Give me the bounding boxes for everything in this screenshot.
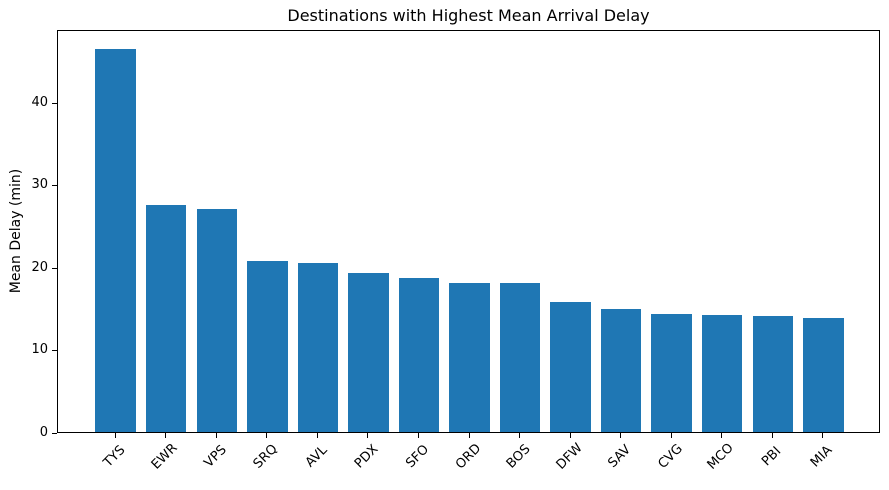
xtick-mark-srq (266, 433, 268, 438)
bar-mco (702, 314, 743, 432)
xtick-label-pdx: PDX (352, 441, 382, 472)
xtick-mark-ewr (165, 433, 167, 438)
xtick-label-dfw: DFW (553, 440, 586, 473)
bar-pdx (348, 272, 389, 432)
bar-dfw (550, 301, 591, 432)
xtick-label-vps: VPS (201, 442, 230, 471)
xtick-mark-cvg (670, 433, 672, 438)
bar-cvg (651, 313, 692, 432)
xtick-label-pbi: PBI (758, 444, 785, 470)
xtick-mark-dfw (569, 433, 571, 438)
ytick-mark-10 (52, 350, 57, 352)
xtick-mark-mia (822, 433, 824, 438)
xtick-label-avl: AVL (302, 442, 331, 471)
ytick-mark-40 (52, 102, 57, 104)
xtick-mark-sav (620, 433, 622, 438)
xtick-mark-bos (519, 433, 521, 438)
xtick-label-srq: SRQ (250, 441, 281, 472)
ytick-label-0: 0 (39, 425, 48, 440)
xtick-mark-avl (316, 433, 318, 438)
xtick-mark-ord (468, 433, 470, 438)
xtick-label-sav: SAV (605, 442, 635, 471)
bar-sfo (398, 278, 440, 432)
bar-ord (449, 283, 490, 432)
xtick-label-tys: TYS (100, 442, 129, 471)
xtick-mark-pbi (771, 433, 773, 438)
xtick-label-mia: MIA (808, 442, 836, 471)
xtick-mark-mco (721, 433, 723, 438)
chart-title: Destinations with Highest Mean Arrival D… (287, 6, 650, 25)
bar-avl (297, 262, 339, 432)
xtick-label-ewr: EWR (148, 440, 181, 473)
plot-area (57, 30, 880, 433)
xtick-label-sfo: SFO (403, 442, 433, 472)
xtick-label-ord: ORD (452, 440, 484, 473)
bar-sav (600, 308, 642, 432)
bar-ewr (145, 204, 187, 432)
xtick-mark-sfo (417, 433, 419, 438)
bar-srq (247, 261, 288, 432)
ytick-label-20: 20 (31, 259, 48, 275)
ytick-label-40: 40 (31, 94, 48, 110)
ytick-mark-20 (52, 267, 57, 269)
xtick-label-bos: BOS (503, 441, 534, 472)
ytick-label-30: 30 (31, 177, 48, 193)
xtick-label-cvg: CVG (655, 441, 686, 472)
ytick-mark-0 (52, 433, 57, 434)
xtick-mark-pdx (367, 433, 369, 438)
bar-bos (499, 283, 541, 432)
xtick-label-mco: MCO (704, 440, 737, 473)
bar-vps (196, 209, 237, 432)
bar-pbi (752, 316, 794, 432)
bar-mia (803, 318, 844, 432)
bar-tys (95, 48, 136, 432)
ytick-label-10: 10 (31, 342, 48, 358)
xtick-mark-tys (114, 433, 116, 438)
ytick-mark-30 (52, 185, 57, 187)
xtick-mark-vps (215, 433, 217, 438)
